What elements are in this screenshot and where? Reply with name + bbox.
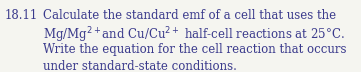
Text: under standard-state conditions.: under standard-state conditions. <box>43 60 236 72</box>
Text: Mg/Mg$^{2+}$and Cu/Cu$^{2+}$ half-cell reactions at 25°C.: Mg/Mg$^{2+}$and Cu/Cu$^{2+}$ half-cell r… <box>43 26 344 45</box>
Text: Calculate the standard emf of a cell that uses the: Calculate the standard emf of a cell tha… <box>43 9 336 22</box>
Text: Write the equation for the cell reaction that occurs: Write the equation for the cell reaction… <box>43 43 346 56</box>
Text: 18.11: 18.11 <box>4 9 38 22</box>
